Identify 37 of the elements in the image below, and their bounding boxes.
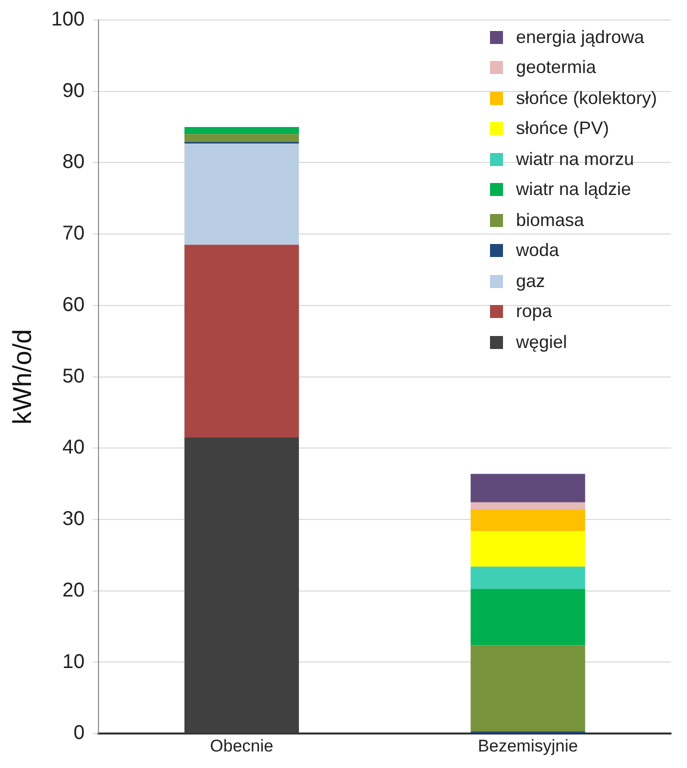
legend-label: wiatr na lądzie: [516, 179, 632, 200]
y-tick-label: 60: [62, 294, 85, 316]
bar: [470, 530, 586, 567]
legend-label: woda: [516, 240, 560, 262]
y-tick-label: 0: [73, 722, 85, 744]
y-tick-label: 100: [51, 8, 85, 31]
bar: [184, 127, 299, 134]
y-tick-label: 30: [62, 508, 85, 530]
bar: [470, 502, 586, 510]
bar: [184, 244, 299, 438]
bar: [184, 134, 299, 142]
legend-label: węgiel: [516, 332, 568, 353]
bar: [470, 645, 586, 732]
legend-label: ropa: [516, 301, 552, 322]
y-tick-label: 80: [62, 151, 85, 174]
bar: [470, 566, 586, 589]
bar: [184, 143, 299, 245]
x-tick-label: Obecnie: [210, 736, 274, 756]
y-tick-label: 50: [62, 365, 85, 388]
legend-label: energia jądrowa: [516, 26, 644, 48]
y-tick-label: 20: [62, 579, 85, 602]
legend-label: geotermia: [516, 57, 596, 78]
bar: [470, 510, 586, 531]
legend-label: biomasa: [516, 210, 584, 231]
legend-label: słońce (kolektory): [516, 88, 658, 109]
legend-label: słońce (PV): [516, 118, 610, 140]
bar: [184, 437, 299, 734]
y-tick-label: 40: [62, 436, 85, 459]
legend-label: wiatr na morzu: [516, 148, 634, 170]
bar: [470, 474, 586, 502]
y-tick-label: 70: [62, 222, 85, 245]
y-tick-label: 90: [62, 80, 85, 102]
y-axis-title: kWh/o/d: [6, 329, 37, 424]
x-tick-label: Bezemisyjnie: [478, 736, 578, 756]
bar: [470, 588, 586, 646]
legend-label: gaz: [516, 270, 546, 292]
y-tick-label: 10: [62, 650, 85, 673]
